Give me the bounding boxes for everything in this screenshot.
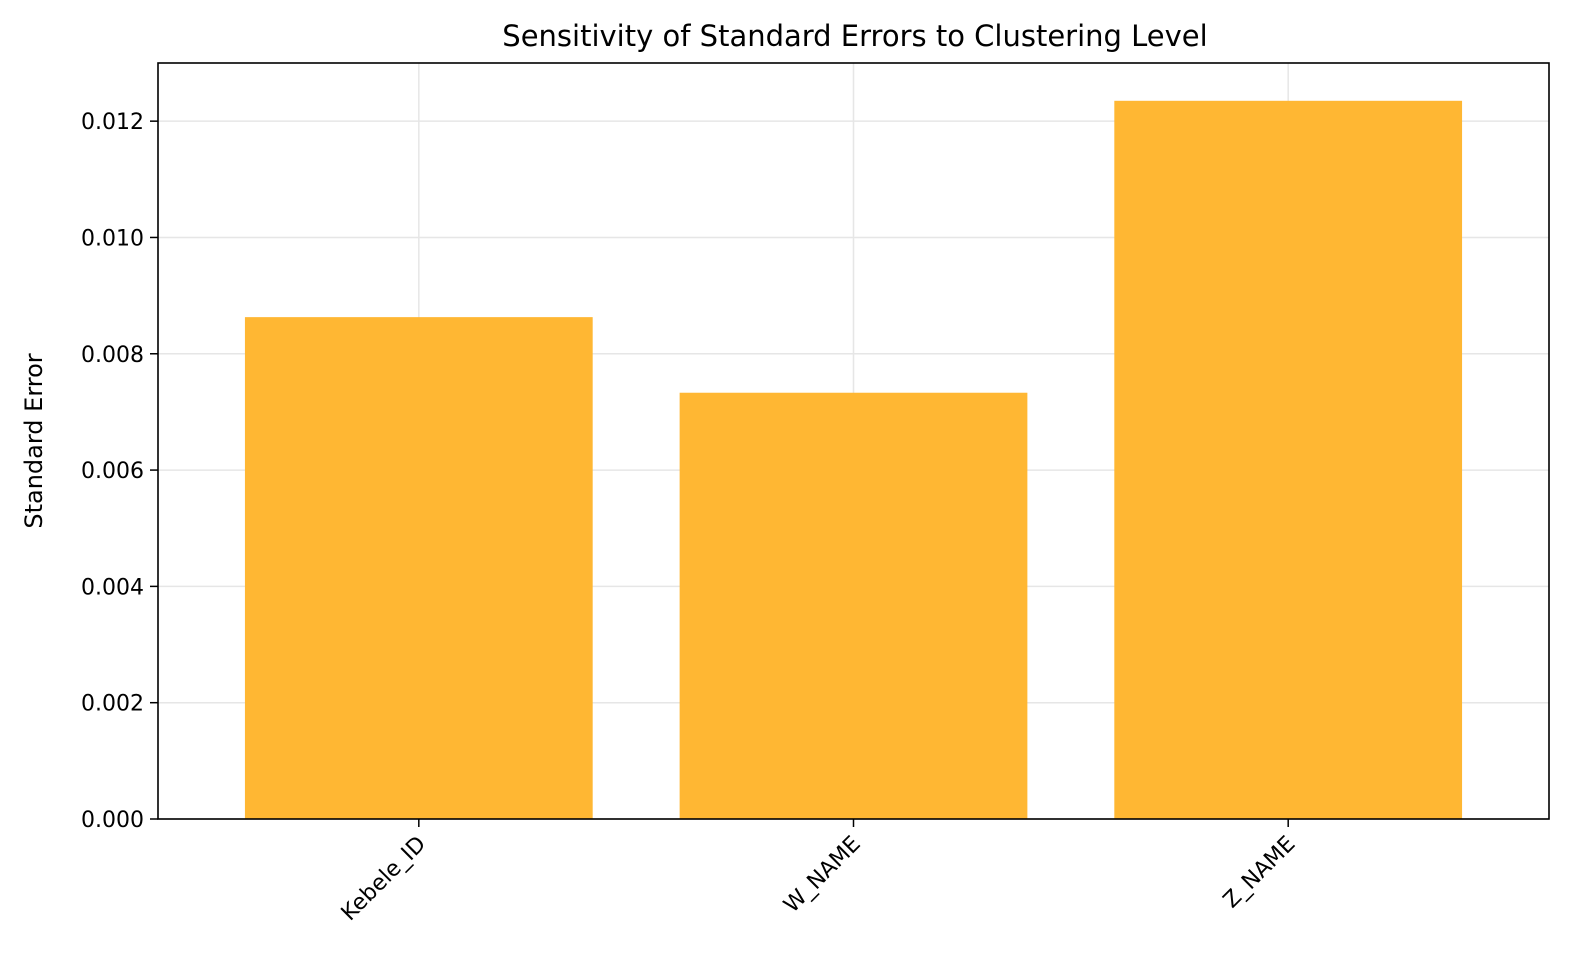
bars-layer bbox=[244, 100, 1463, 820]
y-tick-label: 0.012 bbox=[81, 110, 144, 135]
x-tick-label: Kebele_ID bbox=[337, 832, 431, 926]
x-tick-label: Z_NAME bbox=[1219, 832, 1301, 914]
y-tick-label: 0.002 bbox=[81, 692, 144, 717]
bar-w-name bbox=[679, 392, 1028, 819]
y-axis: 0.000 0.002 0.004 0.006 0.008 0.010 0.012 bbox=[81, 110, 158, 833]
x-tick-label: W_NAME bbox=[779, 832, 865, 918]
y-tick-label: 0.008 bbox=[81, 343, 144, 368]
x-axis: Kebele_ID W_NAME Z_NAME bbox=[337, 819, 1301, 926]
y-tick-label: 0.000 bbox=[81, 808, 144, 833]
bar-kebele-id bbox=[244, 317, 593, 819]
y-tick-label: 0.010 bbox=[81, 226, 144, 251]
y-tick-label: 0.004 bbox=[81, 575, 144, 600]
chart-title: Sensitivity of Standard Errors to Cluste… bbox=[502, 19, 1207, 53]
bar-z-name bbox=[1114, 100, 1463, 820]
y-axis-title: Standard Error bbox=[20, 353, 48, 528]
y-tick-label: 0.006 bbox=[81, 459, 144, 484]
